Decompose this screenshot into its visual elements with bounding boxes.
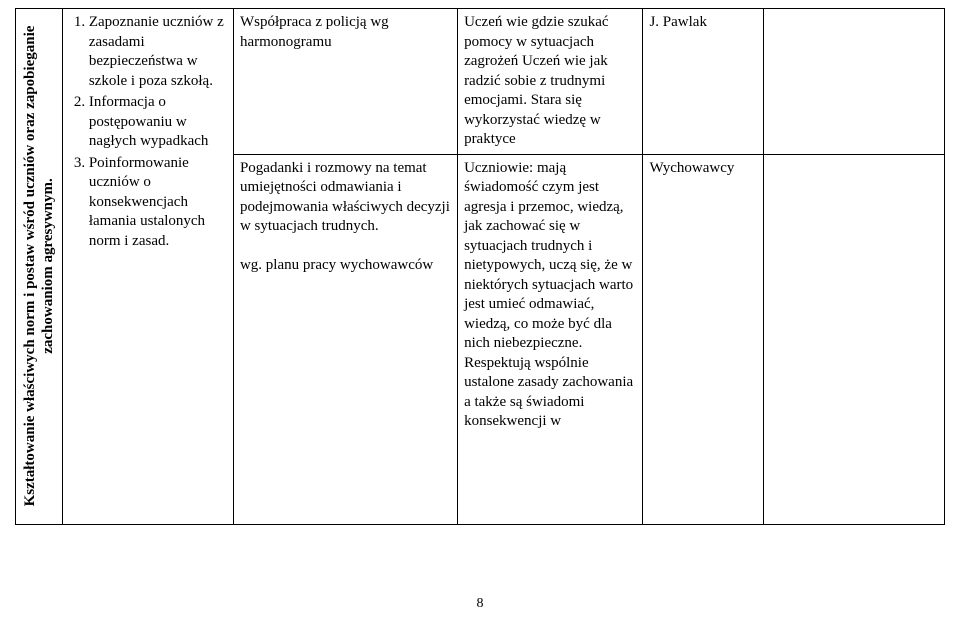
outcomes-cell: Uczniowie: mają świadomość czym jest agr… (458, 154, 643, 524)
activities-cell: Pogadanki i rozmowy na temat umiejętnośc… (233, 154, 457, 524)
activity-text-a: Pogadanki i rozmowy na temat umiejętnośc… (240, 160, 450, 235)
section-header-cell: Kształtowanie właściwych norm i postaw w… (16, 9, 63, 525)
objectives-cell: Zapoznanie uczniów z zasadami bezpieczeń… (62, 9, 233, 525)
outcome-text: Uczniowie: mają świadomość czym jest agr… (464, 160, 633, 430)
list-item: Informacja o postępowaniu w nagłych wypa… (89, 93, 227, 152)
responsible-text: Wychowawcy (649, 160, 734, 176)
activities-cell: Współpraca z policją wg harmonogramu (233, 9, 457, 155)
section-header-text: Kształtowanie właściwych norm i postaw w… (21, 0, 57, 546)
document-page: Kształtowanie właściwych norm i postaw w… (0, 8, 960, 618)
outcome-text: Uczeń wie gdzie szukać pomocy w sytuacja… (464, 14, 609, 147)
list-item: Zapoznanie uczniów z zasadami bezpieczeń… (89, 13, 227, 91)
responsible-cell: J. Pawlak (643, 9, 763, 155)
list-item: Poinformowanie uczniów o konsekwencjach … (89, 154, 227, 252)
objectives-list: Zapoznanie uczniów z zasadami bezpieczeń… (69, 13, 227, 251)
curriculum-table: Kształtowanie właściwych norm i postaw w… (15, 8, 945, 525)
activity-text: Współpraca z policją wg harmonogramu (240, 14, 389, 50)
responsible-text: J. Pawlak (649, 14, 707, 30)
outcomes-cell: Uczeń wie gdzie szukać pomocy w sytuacja… (458, 9, 643, 155)
responsible-cell: Wychowawcy (643, 154, 763, 524)
notes-cell (763, 9, 944, 155)
notes-cell (763, 154, 944, 524)
activity-text-b: wg. planu pracy wychowawców (240, 257, 433, 273)
